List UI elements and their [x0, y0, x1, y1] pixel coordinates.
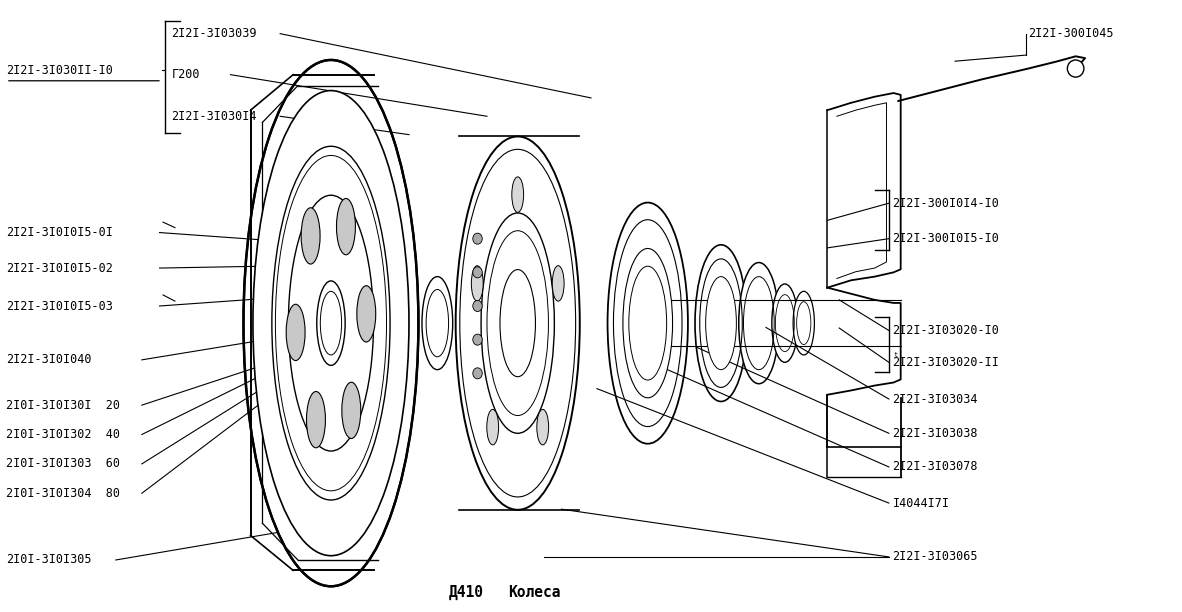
- Text: 2I2I-3I030I4: 2I2I-3I030I4: [171, 110, 256, 123]
- Ellipse shape: [473, 368, 482, 379]
- Ellipse shape: [272, 146, 390, 500]
- Text: 2I0I-3I0I305: 2I0I-3I0I305: [6, 553, 91, 567]
- Text: 2I0I-3I0I302  40: 2I0I-3I0I302 40: [6, 428, 119, 441]
- Text: 2I2I-300I0I5-I0: 2I2I-300I0I5-I0: [892, 232, 999, 245]
- Ellipse shape: [288, 195, 374, 451]
- Text: Колеса: Колеса: [508, 585, 560, 600]
- Ellipse shape: [512, 177, 524, 212]
- Ellipse shape: [306, 392, 325, 448]
- Ellipse shape: [253, 91, 409, 556]
- Ellipse shape: [243, 60, 418, 586]
- Ellipse shape: [695, 245, 747, 401]
- Ellipse shape: [473, 267, 482, 278]
- Ellipse shape: [772, 284, 798, 362]
- Ellipse shape: [357, 286, 376, 342]
- Ellipse shape: [481, 213, 554, 433]
- Ellipse shape: [623, 248, 673, 398]
- Text: 2I2I-3I03034: 2I2I-3I03034: [892, 392, 978, 406]
- Ellipse shape: [337, 198, 356, 255]
- Text: 2I0I-3I0I303  60: 2I0I-3I0I303 60: [6, 457, 119, 471]
- Text: 2I2I-3I03038: 2I2I-3I03038: [892, 427, 978, 440]
- Text: 2I0I-3I0I304  80: 2I0I-3I0I304 80: [6, 487, 119, 500]
- Text: 2I2I-3I0I040: 2I2I-3I0I040: [6, 353, 91, 367]
- Text: Д410: Д410: [449, 585, 485, 600]
- Ellipse shape: [793, 291, 814, 355]
- Text: 2I2I-3I030II-I0: 2I2I-3I030II-I0: [6, 64, 112, 77]
- Ellipse shape: [422, 277, 453, 370]
- Ellipse shape: [473, 300, 482, 312]
- Text: 2I2I-3I0I0I5-03: 2I2I-3I0I0I5-03: [6, 299, 112, 313]
- Text: 2I0I-3I0I30I  20: 2I0I-3I0I30I 20: [6, 398, 119, 412]
- Text: 2I2I-300I045: 2I2I-300I045: [1028, 27, 1113, 40]
- Ellipse shape: [487, 409, 499, 445]
- Ellipse shape: [473, 233, 482, 244]
- Ellipse shape: [317, 281, 345, 365]
- Text: 2I2I-3I03020-II: 2I2I-3I03020-II: [892, 356, 999, 369]
- Ellipse shape: [286, 304, 305, 360]
- Text: 2I2I-3I03065: 2I2I-3I03065: [892, 550, 978, 564]
- Ellipse shape: [706, 277, 736, 370]
- Text: 2I2I-3I03039: 2I2I-3I03039: [171, 27, 256, 40]
- Text: 2I2I-3I0I0I5-02: 2I2I-3I0I0I5-02: [6, 261, 112, 275]
- Ellipse shape: [537, 409, 548, 445]
- Text: t: t: [894, 352, 898, 358]
- Ellipse shape: [456, 136, 579, 510]
- Ellipse shape: [1067, 60, 1084, 77]
- Ellipse shape: [500, 270, 535, 377]
- Ellipse shape: [472, 266, 483, 301]
- Text: 2I2I-3I03078: 2I2I-3I03078: [892, 460, 978, 474]
- Text: I4044I7I: I4044I7I: [892, 496, 949, 510]
- Ellipse shape: [608, 203, 688, 444]
- Text: 2I2I-300I0I4-I0: 2I2I-300I0I4-I0: [892, 196, 999, 210]
- Text: 2I2I-3I0I0I5-0I: 2I2I-3I0I0I5-0I: [6, 226, 112, 239]
- Ellipse shape: [552, 266, 564, 301]
- Text: Г200: Г200: [171, 68, 200, 81]
- Ellipse shape: [301, 207, 320, 264]
- Ellipse shape: [342, 382, 361, 439]
- Ellipse shape: [739, 263, 779, 384]
- Ellipse shape: [473, 334, 482, 345]
- Text: 2I2I-3I03020-I0: 2I2I-3I03020-I0: [892, 324, 999, 337]
